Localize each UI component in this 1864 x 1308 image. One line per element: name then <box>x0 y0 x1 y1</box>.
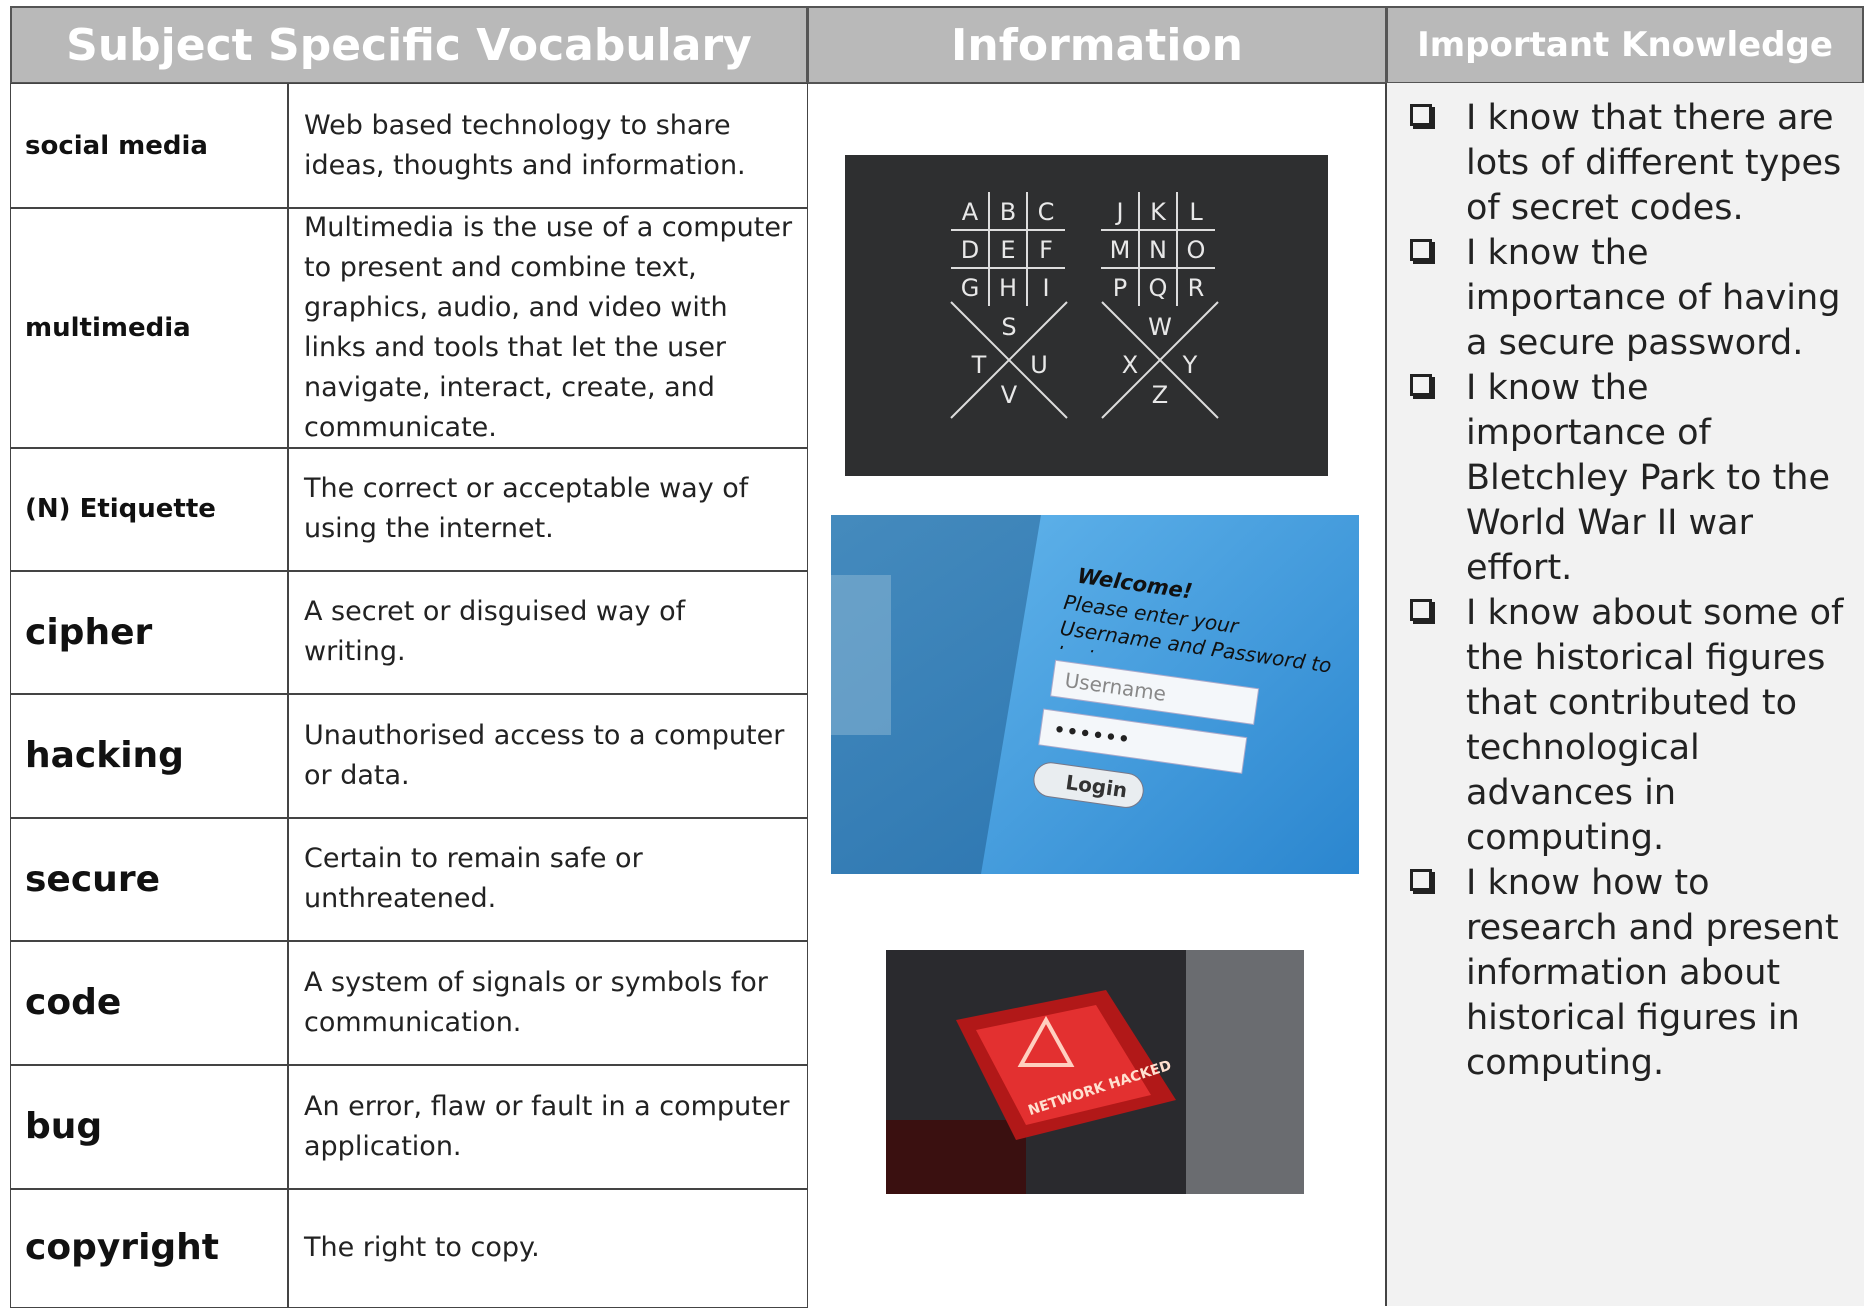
vocab-term: secure <box>10 817 289 942</box>
checkbox <box>1410 239 1432 261</box>
vocab-term: copyright <box>10 1188 289 1308</box>
pigpen-letter: D <box>961 236 979 264</box>
vocab-term: code <box>10 940 289 1066</box>
pigpen-letter: J <box>1114 198 1123 226</box>
pigpen-letter: Q <box>1149 274 1168 302</box>
knowledge-text: I know about some of the historical figu… <box>1466 593 1844 858</box>
pigpen-letter: V <box>1001 381 1018 409</box>
pigpen-line <box>950 301 1068 419</box>
vocab-definition: An error, flaw or fault in a computer ap… <box>287 1064 808 1190</box>
knowledge-item: I know about some of the historical figu… <box>1410 591 1850 861</box>
vocab-term: bug <box>10 1064 289 1190</box>
pigpen-line <box>1101 301 1219 419</box>
vocab-definition: Multimedia is the use of a computer to p… <box>287 207 808 449</box>
pigpen-letter: M <box>1110 236 1131 264</box>
vocab-term: (N) Etiquette <box>10 447 289 572</box>
knowledge-item: I know how to research and present infor… <box>1410 861 1850 1086</box>
vocab-definition: Unauthorised access to a computer or dat… <box>287 693 808 819</box>
pigpen-letter: O <box>1187 236 1206 264</box>
pigpen-letter: B <box>1000 198 1016 226</box>
pigpen-letter: C <box>1038 198 1055 226</box>
checkbox <box>1410 104 1432 126</box>
pigpen-letter: A <box>962 198 979 226</box>
pigpen-letter: W <box>1148 313 1172 341</box>
pigpen-letter: X <box>1122 351 1138 379</box>
checkbox <box>1410 599 1432 621</box>
pigpen-letter: R <box>1188 274 1205 302</box>
pigpen-letter: Z <box>1152 381 1168 409</box>
vocab-term: hacking <box>10 693 289 819</box>
knowledge-text: I know the importance of Bletchley Park … <box>1466 368 1830 588</box>
vocab-definition: Certain to remain safe or unthreatened. <box>287 817 808 942</box>
knowledge-item: I know the importance of having a secure… <box>1410 231 1850 366</box>
vocab-definition: A system of signals or symbols for commu… <box>287 940 808 1066</box>
pigpen-letter: G <box>961 274 980 302</box>
pigpen-letter: N <box>1149 236 1167 264</box>
hacked-image: NETWORK HACKED <box>886 950 1304 1194</box>
pigpen-letter: E <box>1000 236 1015 264</box>
vocab-definition: Web based technology to share ideas, tho… <box>287 83 808 209</box>
checkbox <box>1410 374 1432 396</box>
vocab-term: cipher <box>10 570 289 695</box>
pigpen-letter: Y <box>1182 351 1198 379</box>
pigpen-letter: I <box>1042 274 1049 302</box>
checkbox <box>1410 869 1432 891</box>
pigpen-letter: P <box>1113 274 1127 302</box>
vocab-term: social media <box>10 83 289 209</box>
vocab-definition: The right to copy. <box>287 1188 808 1308</box>
knowledge-header: Important Knowledge <box>1386 6 1864 84</box>
vocab-definition: A secret or disguised way of writing. <box>287 570 808 695</box>
pigpen-letter: T <box>971 351 987 379</box>
knowledge-column <box>1387 83 1864 1306</box>
vocab-definition: The correct or acceptable way of using t… <box>287 447 808 572</box>
knowledge-text: I know how to research and present infor… <box>1466 863 1839 1083</box>
login-image: Welcome! Please enter your Username and … <box>831 515 1359 874</box>
pigpen-image: A B C D E F G H I J K L M N O P Q R ST UV WX YZ <box>845 155 1328 476</box>
pigpen-letter: H <box>999 274 1017 302</box>
info-header: Information <box>807 6 1387 84</box>
pigpen-letter: K <box>1150 198 1167 226</box>
pigpen-letter: U <box>1030 351 1048 379</box>
pigpen-letter: L <box>1189 198 1203 226</box>
knowledge-item: I know the importance of Bletchley Park … <box>1410 366 1850 591</box>
knowledge-item: I know that there are lots of different … <box>1410 96 1850 231</box>
vocab-header: Subject Specific Vocabulary <box>10 6 808 84</box>
knowledge-text: I know that there are lots of different … <box>1466 98 1842 228</box>
pigpen-letter: F <box>1039 236 1053 264</box>
vocab-term: multimedia <box>10 207 289 449</box>
knowledge-text: I know the importance of having a secure… <box>1466 233 1841 363</box>
pigpen-letter: S <box>1001 313 1016 341</box>
